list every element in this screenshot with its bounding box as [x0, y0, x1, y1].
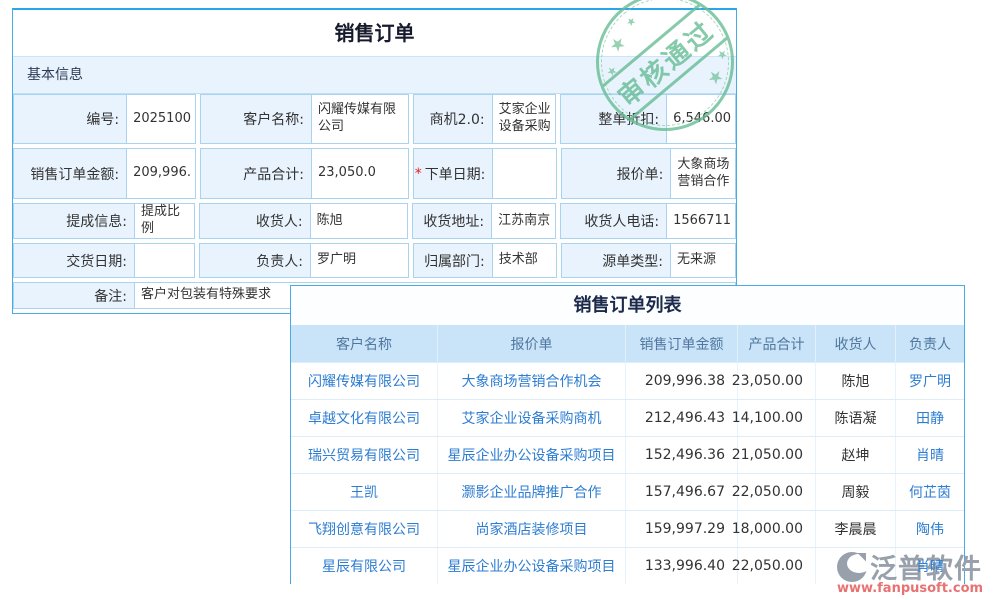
owner-link[interactable]: 罗广明 — [909, 374, 951, 390]
amount-cell: 157,496.67 — [626, 474, 738, 510]
field-label-opportunity: 商机2.0: — [413, 95, 493, 143]
field-label-owner: 负责人: — [199, 244, 311, 277]
field-label-customer: 客户名称: — [201, 95, 312, 143]
quotation-link[interactable]: 灏影企业品牌推广合作 — [438, 474, 626, 510]
amount-cell: 152,496.36 — [626, 437, 738, 473]
product-total-cell: 18,000.00 — [732, 511, 816, 547]
consignee-cell — [816, 548, 896, 584]
field-value-order-amount[interactable]: 209,996. — [133, 165, 191, 181]
field-value-delivery-address[interactable]: 江苏南京 — [498, 212, 551, 228]
owner-link[interactable]: 肖晴 — [916, 559, 944, 575]
column-header-consignee: 收货人 — [816, 325, 896, 362]
table-row: 卓越文化有限公司 艾家企业设备采购商机 212,496.43 14,100.00… — [291, 399, 964, 436]
list-title: 销售订单列表 — [291, 286, 964, 325]
field-value-product-total[interactable]: 23,050.0 — [318, 165, 376, 181]
field-label-quotation: 报价单: — [562, 149, 672, 198]
product-total-cell: 14,100.00 — [732, 400, 816, 436]
amount-cell: 212,496.43 — [626, 400, 738, 436]
customer-link[interactable]: 星辰有限公司 — [291, 548, 438, 584]
consignee-cell: 陈旭 — [816, 363, 896, 399]
field-value-consignee-phone[interactable]: 1566711 — [673, 212, 731, 228]
column-header-customer: 客户名称 — [291, 325, 438, 362]
form-row: 提成信息: 提成比例 收货人: 陈旭 收货地址: 江苏南京 收货人电话: 1566711 — [13, 203, 736, 239]
consignee-cell: 周毅 — [816, 474, 896, 510]
field-value-order-date[interactable] — [493, 149, 556, 198]
customer-link[interactable]: 王凯 — [291, 474, 438, 510]
customer-link[interactable]: 卓越文化有限公司 — [291, 400, 438, 436]
field-label-consignee: 收货人: — [199, 204, 311, 238]
field-value-commission-info[interactable]: 提成比例 — [141, 204, 181, 236]
field-label-consignee-phone: 收货人电话: — [561, 204, 668, 238]
sales-order-form-panel: 销售订单 基本信息 编号: 2025100 客户名称: 闪耀传媒有限公司 商机2.0… — [12, 8, 737, 314]
field-label-delivery-date: 交货日期: — [14, 244, 135, 277]
field-label-remark: 备注: — [14, 283, 135, 308]
owner-link[interactable]: 田静 — [916, 411, 944, 427]
form-row: 交货日期: 负责人: 罗广明 归属部门: 技术部 源单类型: 无来源 — [13, 243, 736, 278]
field-value-owner[interactable]: 罗广明 — [316, 252, 356, 268]
table-row: 星辰有限公司 星辰企业办公设备采购项目 133,996.40 22,050.00… — [291, 547, 964, 584]
field-label-source-type: 源单类型: — [561, 244, 671, 277]
quotation-link[interactable]: 尚家酒店装修项目 — [438, 511, 626, 547]
owner-link[interactable]: 陶伟 — [916, 522, 944, 538]
field-value-department[interactable]: 技术部 — [498, 252, 538, 268]
amount-cell: 133,996.40 — [626, 548, 738, 584]
form-grid: 编号: 2025100 客户名称: 闪耀传媒有限公司 商机2.0: 艾家企业设备采购 … — [13, 94, 736, 309]
column-header-quotation: 报价单 — [438, 325, 626, 362]
field-value-consignee[interactable]: 陈旭 — [316, 212, 343, 228]
customer-link[interactable]: 飞翔创意有限公司 — [291, 511, 438, 547]
amount-cell: 209,996.38 — [626, 363, 738, 399]
quotation-link[interactable]: 艾家企业设备采购商机 — [438, 400, 626, 436]
table-row: 飞翔创意有限公司 尚家酒店装修项目 159,997.29 18,000.00 李… — [291, 510, 964, 547]
owner-link[interactable]: 何芷茵 — [909, 485, 951, 501]
consignee-cell: 陈语凝 — [816, 400, 896, 436]
form-row: 编号: 2025100 客户名称: 闪耀传媒有限公司 商机2.0: 艾家企业设备采购 … — [13, 94, 736, 144]
form-row: 销售订单金额: 209,996. 产品合计: 23,050.0 * 下单日期: 报价单… — [13, 148, 736, 199]
field-value-source-type[interactable]: 无来源 — [676, 252, 716, 268]
product-total-cell: 22,050.00 — [732, 548, 816, 584]
field-value-quotation[interactable]: 大象商场营销合作 — [677, 156, 730, 189]
column-header-product-total: 产品合计 — [738, 325, 816, 362]
consignee-cell: 李晨晨 — [816, 511, 896, 547]
form-title: 销售订单 — [13, 10, 736, 57]
field-label-department: 归属部门: — [413, 244, 493, 277]
amount-cell: 159,997.29 — [626, 511, 738, 547]
consignee-cell: 赵坤 — [816, 437, 896, 473]
column-header-amount: 销售订单金额 — [626, 325, 738, 362]
section-header-basic-info: 基本信息 — [13, 57, 736, 94]
field-label-product-total: 产品合计: — [201, 149, 312, 198]
field-value-delivery-date[interactable] — [135, 244, 194, 277]
owner-link[interactable]: 肖晴 — [916, 448, 944, 464]
product-total-cell: 21,050.00 — [732, 437, 816, 473]
table-row: 闪耀传媒有限公司 大象商场营销合作机会 209,996.38 23,050.00… — [291, 362, 964, 399]
required-asterisk: * — [414, 165, 422, 182]
field-value-number[interactable]: 2025100 — [133, 110, 191, 126]
field-label-discount: 整单折扣: — [561, 95, 668, 143]
sales-order-list-panel: 销售订单列表 客户名称 报价单 销售订单金额 产品合计 收货人 负责人 闪耀传媒… — [290, 285, 983, 596]
field-value-remark[interactable]: 客户对包装有特殊要求 — [141, 287, 272, 303]
field-label-order-amount: 销售订单金额: — [14, 149, 128, 198]
table-row: 瑞兴贸易有限公司 星辰企业办公设备采购项目 152,496.36 21,050.… — [291, 436, 964, 473]
table-row: 王凯 灏影企业品牌推广合作 157,496.67 22,050.00 周毅 何芷… — [291, 473, 964, 510]
field-label-number: 编号: — [14, 95, 128, 143]
field-label-delivery-address: 收货地址: — [413, 204, 493, 238]
column-header-owner: 负责人 — [909, 336, 951, 353]
field-label-order-date: * 下单日期: — [414, 149, 494, 198]
field-label-commission-info: 提成信息: — [14, 204, 135, 238]
quotation-link[interactable]: 星辰企业办公设备采购项目 — [438, 437, 626, 473]
field-value-opportunity[interactable]: 艾家企业设备采购 — [498, 102, 551, 134]
product-total-cell: 22,050.00 — [732, 474, 816, 510]
product-total-cell: 23,050.00 — [732, 363, 816, 399]
customer-link[interactable]: 瑞兴贸易有限公司 — [291, 437, 438, 473]
quotation-link[interactable]: 星辰企业办公设备采购项目 — [438, 548, 626, 584]
customer-link[interactable]: 闪耀传媒有限公司 — [291, 363, 438, 399]
field-value-discount[interactable]: 6,546.00 — [673, 110, 731, 126]
quotation-link[interactable]: 大象商场营销合作机会 — [438, 363, 626, 399]
field-value-customer[interactable]: 闪耀传媒有限公司 — [318, 102, 397, 134]
list-header-row: 客户名称 报价单 销售订单金额 产品合计 收货人 负责人 — [291, 325, 964, 362]
